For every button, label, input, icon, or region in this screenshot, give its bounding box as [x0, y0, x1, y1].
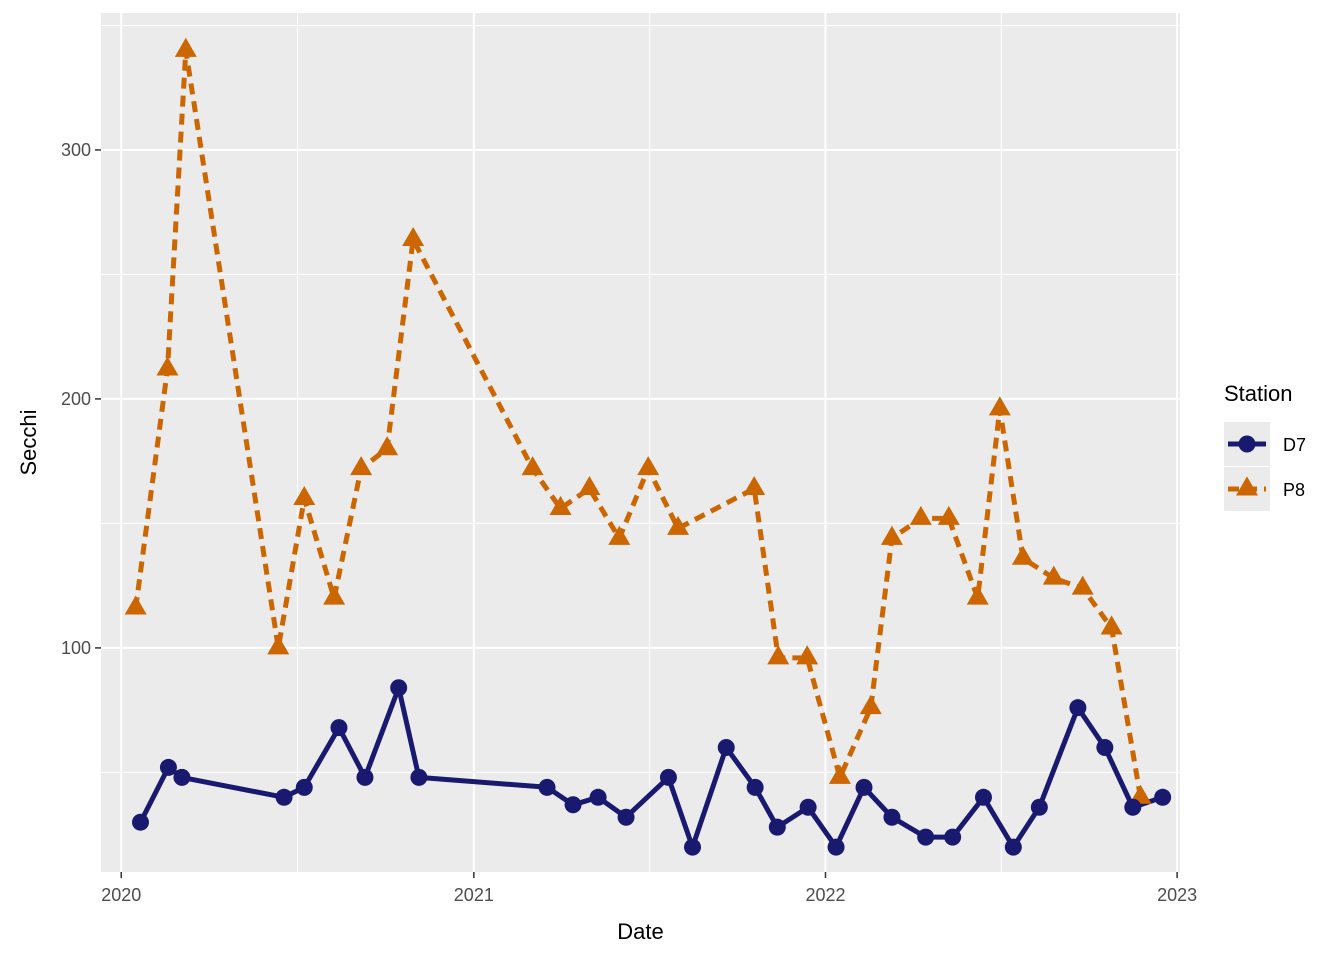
series-markers	[124, 37, 1172, 856]
point-d7	[855, 778, 873, 796]
point-p8	[174, 37, 197, 57]
legend: Station D7 P8	[1224, 381, 1306, 511]
point-p8	[323, 585, 346, 605]
point-d7	[799, 798, 817, 816]
point-p8	[796, 645, 819, 665]
point-p8	[828, 764, 851, 784]
point-p8	[637, 456, 660, 476]
point-d7	[768, 818, 786, 836]
point-d7	[917, 828, 935, 846]
legend-marker-p8	[1236, 476, 1258, 496]
point-d7	[659, 768, 677, 786]
y-axis-title: Secchi	[16, 409, 41, 475]
point-p8	[376, 436, 399, 456]
point-d7	[1069, 699, 1087, 717]
minor-gridlines	[101, 13, 1180, 872]
point-d7	[131, 813, 149, 831]
point-p8	[937, 505, 960, 525]
point-p8	[1100, 615, 1123, 635]
point-d7	[746, 778, 764, 796]
point-p8	[966, 585, 989, 605]
point-p8	[909, 505, 932, 525]
point-d7	[883, 808, 901, 826]
plot-panel	[101, 13, 1180, 872]
point-d7	[564, 796, 582, 814]
legend-label-p8: P8	[1283, 480, 1305, 500]
point-p8	[156, 356, 179, 376]
y-tick-label: 100	[61, 638, 91, 658]
axes: 100 200 300 2020 2021 2022 2023	[61, 140, 1197, 905]
point-p8	[350, 456, 373, 476]
point-d7	[1096, 739, 1114, 757]
point-d7	[944, 828, 962, 846]
point-p8	[767, 645, 790, 665]
legend-label-d7: D7	[1283, 435, 1306, 455]
point-d7	[275, 788, 293, 806]
point-p8	[1129, 784, 1152, 804]
point-p8	[549, 495, 572, 515]
y-tick-label: 200	[61, 389, 91, 409]
x-tick-label: 2020	[101, 885, 141, 905]
point-d7	[1124, 798, 1142, 816]
point-p8	[988, 396, 1011, 416]
point-p8	[402, 227, 425, 247]
x-tick-label: 2023	[1157, 885, 1197, 905]
point-d7	[410, 768, 428, 786]
point-p8	[267, 635, 290, 655]
point-d7	[330, 719, 348, 737]
legend-title: Station	[1224, 381, 1293, 406]
point-p8	[293, 485, 316, 505]
major-gridlines	[101, 13, 1180, 872]
point-d7	[159, 758, 177, 776]
point-p8	[521, 456, 544, 476]
point-p8	[743, 475, 766, 496]
series-line-p8	[133, 47, 1143, 798]
point-p8	[1071, 575, 1094, 595]
point-d7	[1154, 788, 1172, 806]
y-tick-label: 300	[61, 140, 91, 160]
point-d7	[538, 778, 556, 796]
legend-marker-d7	[1238, 435, 1256, 453]
x-axis-title: Date	[617, 919, 663, 944]
point-p8	[124, 595, 147, 615]
point-d7	[390, 679, 408, 697]
point-d7	[617, 808, 635, 826]
point-p8	[578, 475, 601, 496]
point-d7	[173, 768, 191, 786]
point-p8	[608, 525, 631, 545]
point-p8	[859, 695, 882, 715]
point-p8	[880, 525, 903, 545]
x-tick-label: 2021	[454, 885, 494, 905]
point-d7	[589, 788, 607, 806]
point-p8	[1042, 565, 1065, 585]
point-p8	[667, 515, 690, 535]
point-d7	[974, 788, 992, 806]
point-d7	[717, 739, 735, 757]
point-d7	[684, 838, 702, 856]
point-d7	[827, 838, 845, 856]
point-d7	[1004, 838, 1022, 856]
point-p8	[1011, 545, 1034, 565]
x-tick-label: 2022	[805, 885, 845, 905]
point-d7	[295, 778, 313, 796]
point-d7	[1030, 798, 1048, 816]
point-d7	[356, 768, 374, 786]
